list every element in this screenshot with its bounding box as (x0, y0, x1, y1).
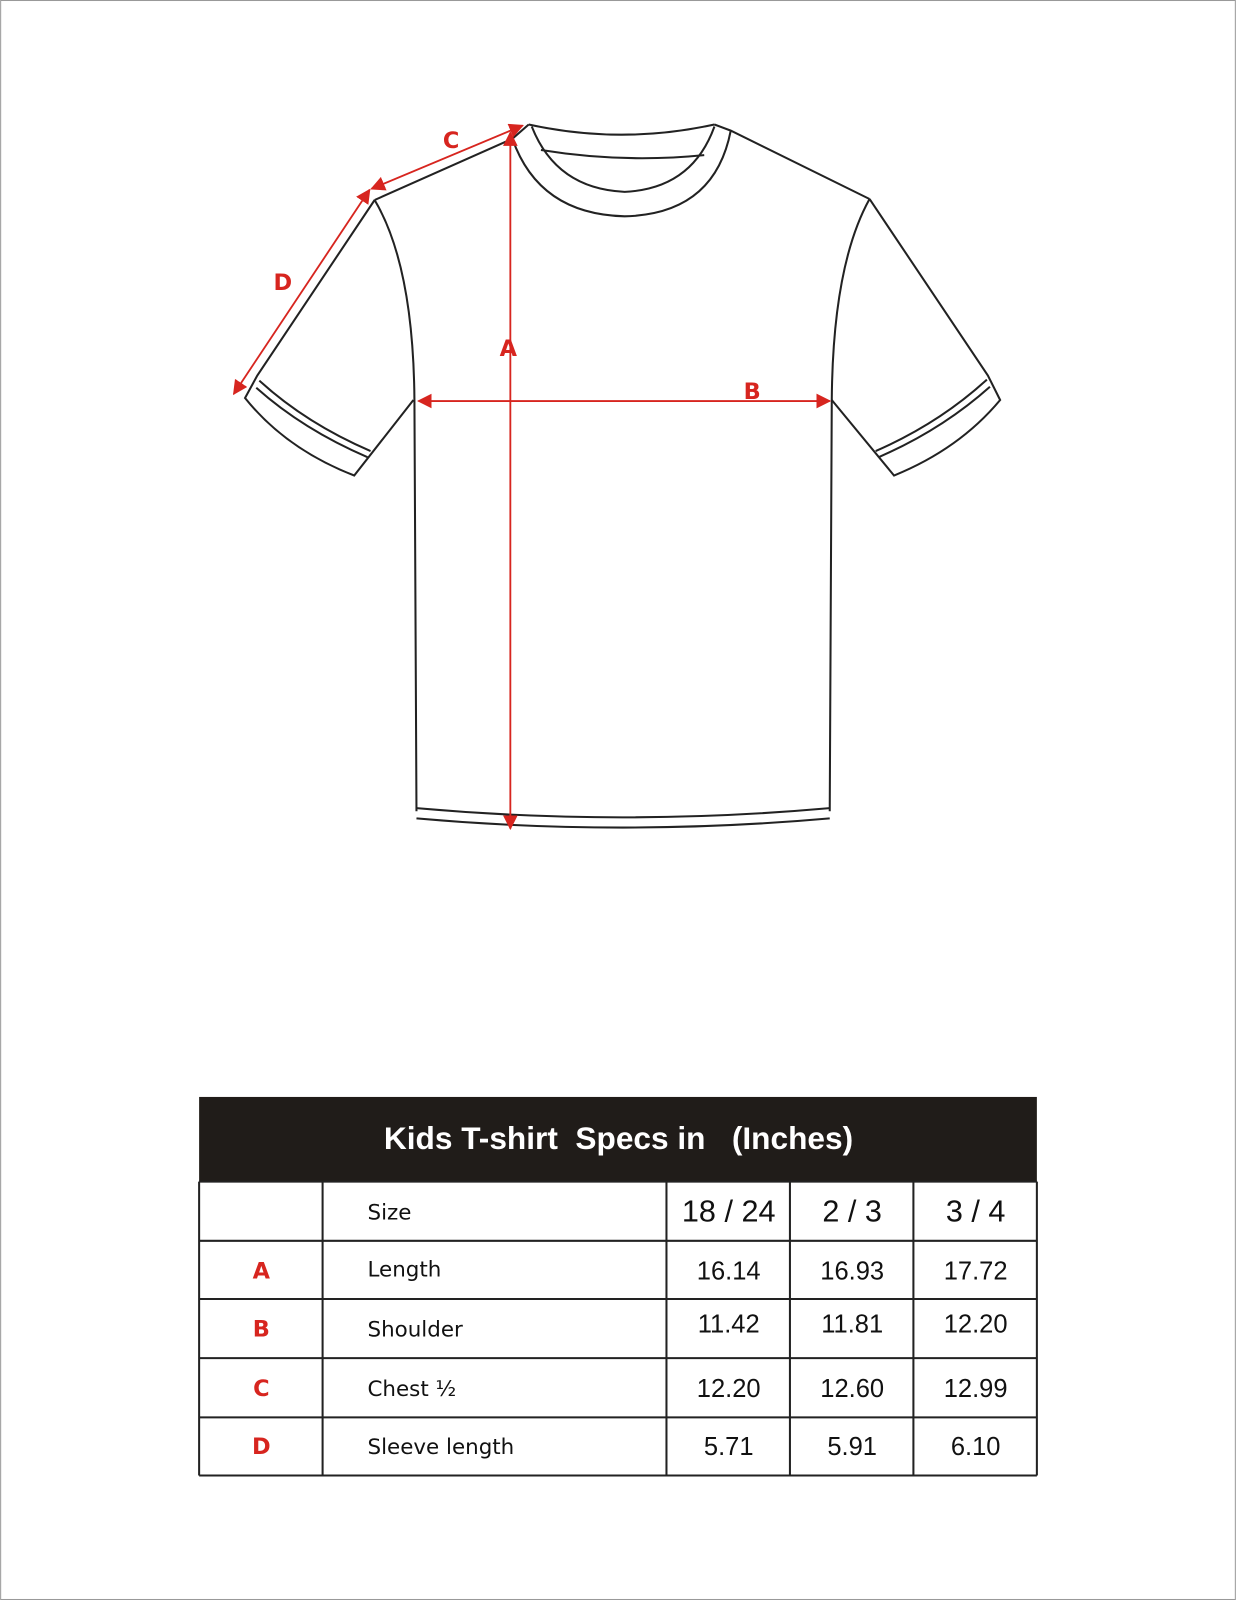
row-name: Length (367, 1258, 441, 1283)
hem-bottom (416, 817, 830, 829)
collar-top (528, 123, 715, 136)
right-shoulder (714, 123, 870, 200)
table-row: C Chest ½ 12.20 12.60 12.99 (253, 1375, 1007, 1403)
cell-value: 17.72 (944, 1258, 1008, 1286)
label-a: A (500, 336, 518, 362)
size-col: 2 / 3 (822, 1194, 882, 1228)
row-name: Chest ½ (367, 1377, 456, 1402)
cell-value: 12.60 (820, 1375, 884, 1403)
cell-value: 12.99 (944, 1375, 1008, 1403)
size-col: 18 / 24 (682, 1194, 776, 1228)
collar-inner-ring (530, 126, 716, 193)
right-cuff-line1 (875, 378, 988, 452)
arrow-d (233, 188, 371, 396)
right-cuff-line2 (878, 385, 991, 459)
cell-value: 5.91 (827, 1433, 877, 1461)
row-key: B (253, 1317, 270, 1343)
table-row: B Shoulder 11.42 11.81 12.20 (253, 1311, 1008, 1343)
label-b: B (744, 379, 761, 405)
table-title-band (199, 1096, 1037, 1182)
specs-table: Kids T-shirt Specs in (Inches) Size 18 /… (198, 1096, 1038, 1477)
table-title: Kids T-shirt Specs in (Inches) (384, 1120, 853, 1156)
arrow-c (370, 123, 524, 191)
tshirt-drawing (243, 123, 1002, 829)
cell-value: 5.71 (704, 1433, 754, 1461)
table-row: A Length 16.14 16.93 17.72 (253, 1258, 1008, 1286)
size-col: 3 / 4 (946, 1194, 1006, 1228)
cell-value: 12.20 (944, 1311, 1008, 1339)
left-sleeve (243, 199, 415, 477)
hem-top (416, 807, 830, 819)
row-key: A (253, 1259, 271, 1285)
cell-value: 11.42 (698, 1311, 760, 1339)
label-d: D (273, 270, 292, 296)
measurement-arrows: A B C D (233, 123, 832, 831)
collar-outer-ring (511, 130, 732, 218)
row-key: D (252, 1434, 271, 1460)
row-name: Sleeve length (367, 1435, 514, 1460)
left-body-side (373, 199, 418, 812)
cell-value: 6.10 (951, 1433, 1001, 1461)
collar-inner-line (540, 148, 705, 160)
table-header-row: Size 18 / 24 2 / 3 3 / 4 (367, 1194, 1005, 1228)
row-name: Shoulder (367, 1318, 463, 1343)
cell-value: 16.93 (820, 1258, 884, 1286)
cell-value: 12.20 (697, 1375, 761, 1403)
row-key: C (253, 1376, 269, 1402)
cell-value: 16.14 (697, 1258, 761, 1286)
cell-value: 11.81 (821, 1311, 883, 1339)
right-body-side (828, 198, 871, 812)
left-cuff-line2 (255, 386, 368, 459)
right-sleeve (830, 198, 1002, 477)
size-label: Size (367, 1200, 411, 1225)
label-c: C (443, 128, 459, 154)
table-row: D Sleeve length 5.71 5.91 6.10 (252, 1433, 1000, 1461)
